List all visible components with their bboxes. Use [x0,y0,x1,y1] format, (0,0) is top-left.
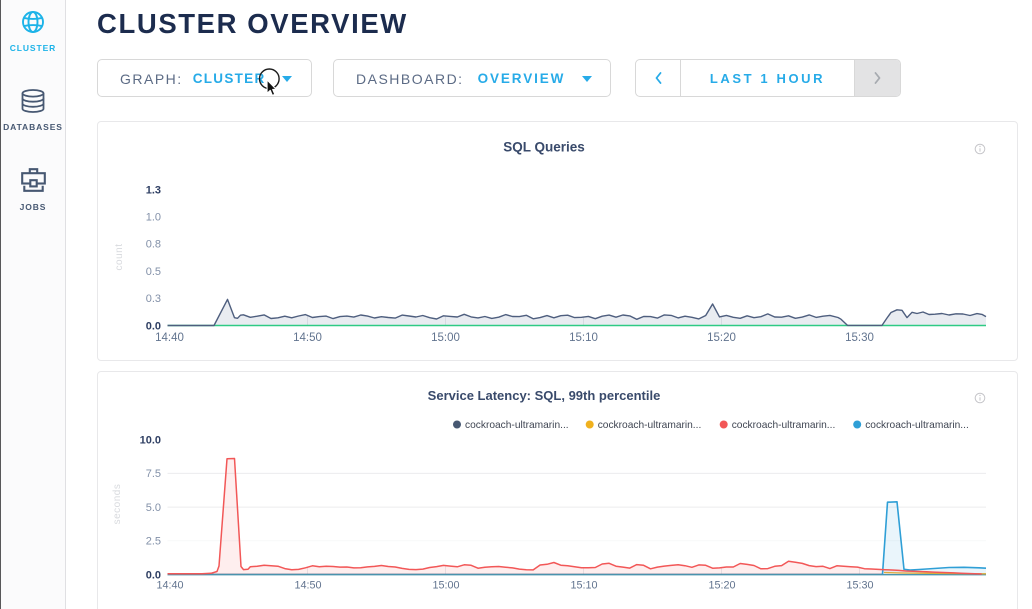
svg-text:15:30: 15:30 [845,332,874,344]
svg-text:15:30: 15:30 [846,580,873,592]
svg-text:cockroach-ultramarin...: cockroach-ultramarin... [598,420,702,431]
svg-text:5.0: 5.0 [146,502,161,514]
svg-text:0.8: 0.8 [146,239,161,251]
svg-text:14:40: 14:40 [156,580,183,592]
svg-text:15:20: 15:20 [708,580,735,592]
svg-text:14:50: 14:50 [294,580,321,592]
svg-text:SQL Queries: SQL Queries [503,140,585,155]
svg-text:cockroach-ultramarin...: cockroach-ultramarin... [732,420,836,431]
svg-text:cockroach-ultramarin...: cockroach-ultramarin... [865,420,969,431]
svg-text:15:10: 15:10 [570,580,597,592]
svg-text:seconds: seconds [112,484,123,525]
svg-text:cockroach-ultramarin...: cockroach-ultramarin... [465,420,569,431]
svg-text:15:00: 15:00 [431,332,460,344]
svg-text:7.5: 7.5 [146,468,161,480]
svg-text:1.3: 1.3 [146,184,161,196]
svg-text:14:50: 14:50 [293,332,322,344]
svg-text:0.0: 0.0 [146,569,161,581]
svg-text:10.0: 10.0 [140,435,161,447]
svg-text:0.3: 0.3 [146,293,161,305]
svg-text:Service Latency: SQL, 99th per: Service Latency: SQL, 99th percentile [428,388,661,403]
svg-text:0.5: 0.5 [146,266,161,278]
svg-text:1.0: 1.0 [146,212,161,224]
svg-text:15:00: 15:00 [432,580,459,592]
svg-text:0.0: 0.0 [146,320,161,332]
svg-text:15:20: 15:20 [707,332,736,344]
svg-text:2.5: 2.5 [146,536,161,548]
svg-text:14:40: 14:40 [155,332,184,344]
svg-text:count: count [114,244,125,271]
svg-text:15:10: 15:10 [569,332,598,344]
